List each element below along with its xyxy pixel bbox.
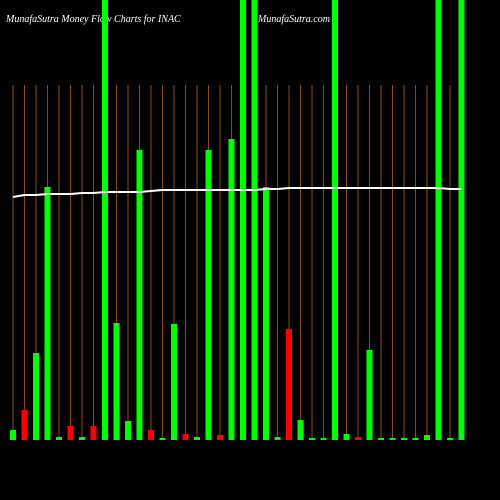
bar [182,434,189,440]
bar [435,0,442,440]
chart-title: MunafaSutra Money Flow Charts for INAC [5,14,181,25]
bar [251,0,258,440]
bar [194,437,200,440]
bar [228,139,235,440]
bar [401,438,407,440]
bar [343,434,350,440]
money-flow-line [12,187,462,198]
bar [171,324,177,440]
bar [90,426,97,440]
bar [332,0,338,440]
bar [389,438,396,440]
chart-subtitle: MunafaSutra.com [257,14,330,25]
bar [378,438,384,440]
bar [217,435,223,440]
bar [286,329,292,440]
bar [424,435,430,440]
bar [240,0,246,440]
bar [274,437,281,440]
bar [320,438,327,440]
bar [79,437,85,440]
bar [447,438,453,440]
bar [67,426,74,440]
bar [263,187,269,440]
bar [125,421,131,440]
bar [56,437,62,440]
bar [366,350,373,440]
bar [309,438,315,440]
bar [10,430,16,440]
bar [355,437,361,440]
bar [412,438,419,440]
bar [458,0,465,440]
bar [205,150,212,440]
bar [297,420,304,440]
bar [102,0,108,440]
bar [136,150,143,440]
bar [148,430,154,440]
bar [113,323,120,440]
bar [44,187,51,440]
bar [33,353,39,440]
bar [159,438,166,440]
bar [21,410,28,440]
